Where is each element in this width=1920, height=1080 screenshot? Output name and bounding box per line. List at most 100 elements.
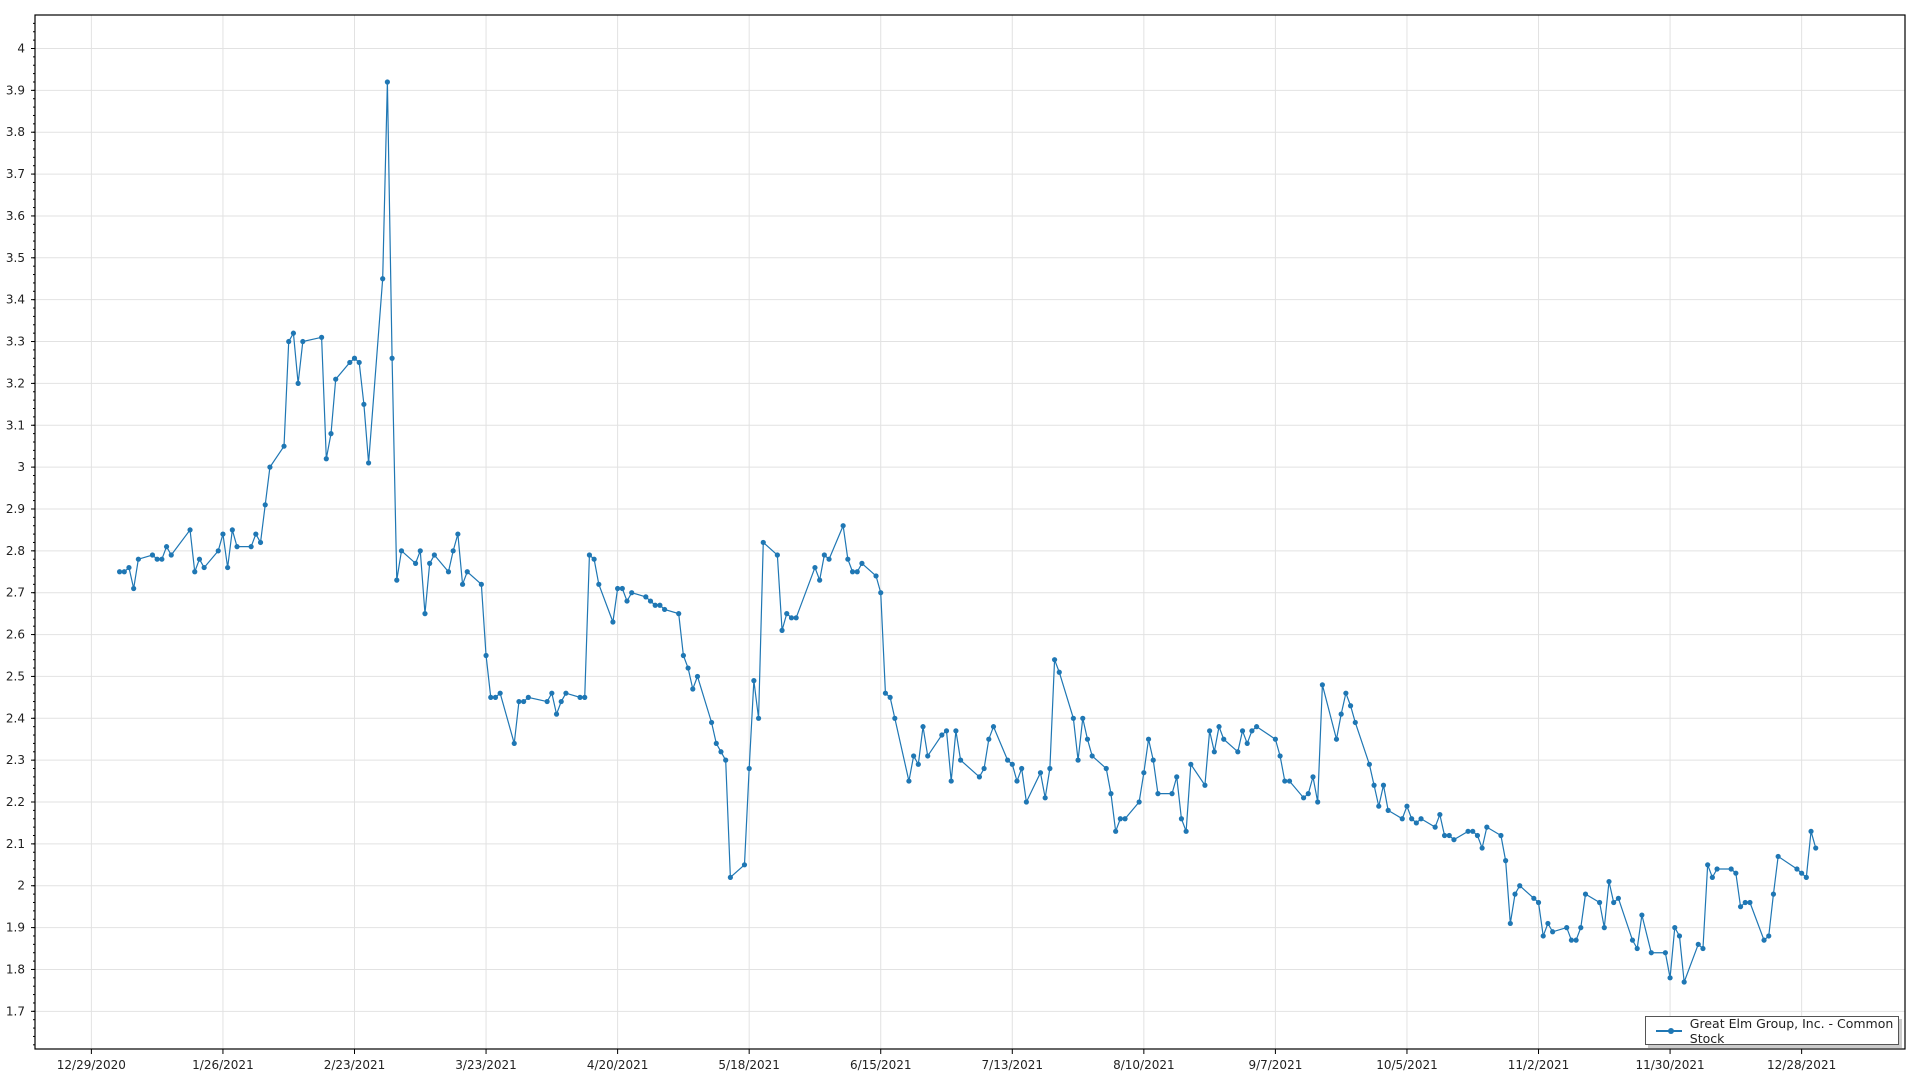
data-point [347, 359, 353, 366]
series-line [119, 81, 1817, 983]
data-point [1634, 945, 1640, 952]
data-point [521, 698, 527, 705]
data-point [1479, 845, 1485, 851]
data-point [1047, 765, 1053, 772]
data-point [1766, 933, 1772, 939]
data-point [431, 552, 437, 558]
data-point [455, 531, 461, 537]
data-point [1202, 782, 1208, 788]
data-point [1799, 870, 1805, 876]
data-point [1432, 824, 1438, 830]
data-point [610, 619, 616, 625]
data-point [1286, 778, 1293, 784]
data-point [1084, 736, 1091, 742]
data-point [1714, 866, 1720, 872]
legend-label: Great Elm Group, Inc. - Common Stock [1689, 1015, 1894, 1046]
data-point [1122, 816, 1128, 822]
data-point [751, 678, 757, 684]
data-point [154, 556, 160, 562]
legend-line-marker-icon [1656, 1027, 1682, 1034]
data-point [422, 611, 428, 617]
data-point [723, 757, 729, 763]
data-point [793, 615, 799, 621]
data-point [661, 606, 668, 613]
data-point [657, 602, 663, 608]
data-point [192, 569, 198, 575]
data-point [1465, 828, 1471, 834]
data-point [1056, 669, 1062, 675]
y-tick-label: 3.4 [6, 293, 25, 307]
data-point [319, 334, 325, 340]
y-tick-label: 2.6 [6, 628, 25, 642]
data-point [1446, 832, 1452, 839]
y-tick-label: 3.5 [6, 251, 25, 265]
data-point [135, 556, 141, 562]
data-point [1376, 803, 1382, 809]
y-tick-label: 4 [17, 41, 25, 55]
data-point [525, 694, 531, 700]
data-point [1474, 832, 1481, 839]
data-point [1770, 891, 1777, 897]
data-point [1113, 828, 1119, 834]
data-point [1075, 757, 1081, 763]
data-point [328, 431, 334, 437]
y-tick-label: 3.2 [6, 376, 25, 390]
data-point [1639, 912, 1645, 918]
data-point [116, 569, 123, 575]
data-point [953, 728, 959, 734]
data-point [220, 531, 226, 537]
data-point [1310, 774, 1316, 780]
data-point [1051, 657, 1058, 663]
data-point [878, 590, 884, 596]
data-point [624, 598, 630, 604]
y-tick-label: 2.4 [6, 711, 25, 725]
data-point [1277, 753, 1283, 759]
x-tick-label: 3/23/2021 [455, 1058, 517, 1072]
data-point [1169, 791, 1175, 797]
data-point [577, 694, 583, 700]
data-point [1070, 715, 1076, 721]
y-tick-label: 3 [17, 460, 25, 474]
data-point [483, 652, 489, 659]
data-point [882, 690, 889, 696]
gridlines [35, 15, 1905, 1049]
data-point [497, 690, 503, 696]
data-point [845, 556, 851, 562]
y-tick-label: 3.3 [6, 335, 25, 349]
data-point [1437, 811, 1443, 818]
data-point [1211, 749, 1217, 755]
data-point [253, 531, 259, 537]
data-point [1347, 703, 1354, 709]
y-tick-label: 2.2 [6, 795, 25, 809]
data-point [1498, 832, 1504, 839]
data-point [1672, 924, 1678, 931]
x-tick-label: 11/2/2021 [1508, 1058, 1570, 1072]
data-point [1254, 724, 1260, 730]
data-point [1578, 924, 1584, 931]
data-point [1380, 782, 1387, 788]
data-point [1737, 904, 1744, 910]
data-point [511, 740, 517, 747]
data-point [826, 556, 832, 562]
data-point [1155, 791, 1161, 797]
data-point [187, 527, 193, 533]
data-point [690, 686, 696, 692]
data-point [591, 556, 597, 562]
data-point [1366, 761, 1372, 767]
data-point [652, 602, 658, 608]
data-point [788, 615, 795, 621]
data-point [840, 523, 846, 529]
data-point [417, 548, 423, 554]
data-point [398, 548, 405, 554]
data-point [1761, 937, 1767, 943]
x-tick-label: 10/5/2021 [1376, 1058, 1438, 1072]
data-point [1300, 795, 1307, 801]
data-point [1507, 920, 1513, 927]
data-point [290, 330, 297, 336]
data-point [1216, 724, 1222, 730]
data-point [1470, 828, 1476, 834]
data-point [685, 665, 691, 671]
data-point [986, 736, 992, 742]
data-point [1235, 749, 1241, 755]
